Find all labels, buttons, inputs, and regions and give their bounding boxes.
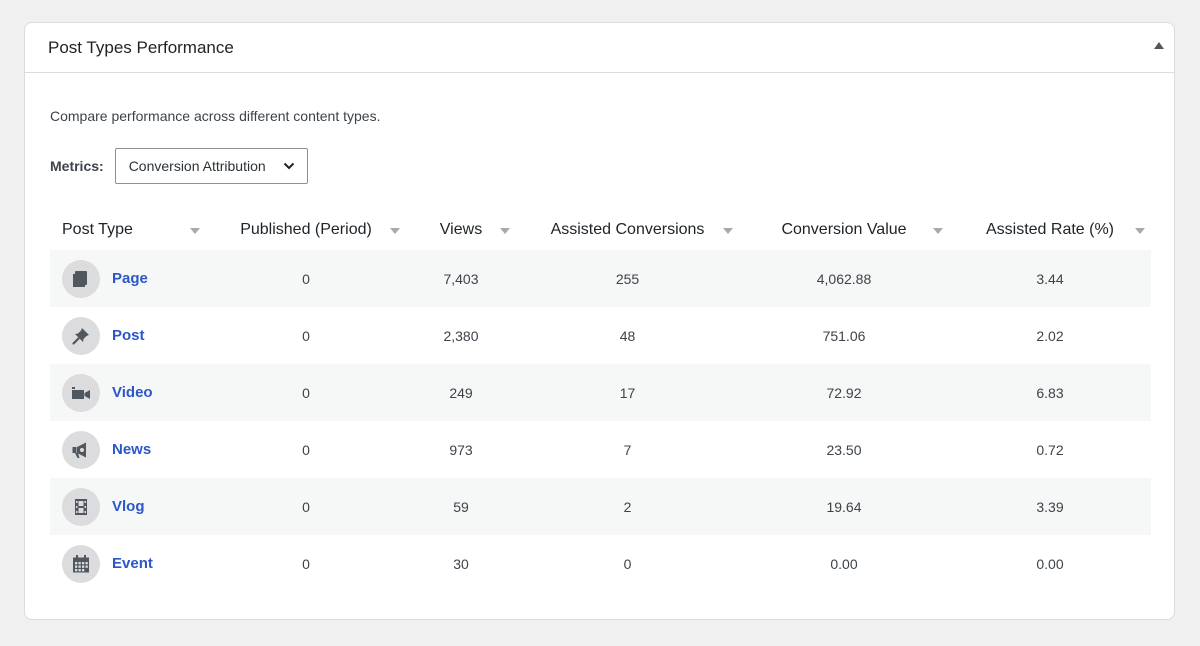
conversion-value-cell: 0.00 [830,555,858,572]
published-cell: 0 [206,250,406,307]
page-icon [62,259,100,298]
published-cell: 0 [206,364,406,421]
conversion-value-cell: 23.50 [826,441,862,458]
assisted-rate-cell: 0.00 [1036,555,1064,572]
published-cell: 0 [206,478,406,535]
table-row: Page 0 7,403 255 4,062.88 3.44 [50,250,1151,307]
assisted-rate-cell: 3.44 [949,250,1151,307]
assisted-rate-cell: 3.39 [949,478,1151,535]
sort-arrow-icon[interactable] [190,228,200,234]
post-type-link[interactable]: Post [112,327,145,344]
assisted-conversions-cell: 255 [516,250,739,307]
pin-icon [62,316,100,355]
views-cell: 7,403 [406,250,516,307]
column-header-assisted-conversions[interactable]: Assisted Conversions [516,210,739,250]
panel-description: Compare performance across different con… [50,108,381,124]
assisted-rate-cell: 2.02 [1036,327,1064,344]
sort-arrow-icon[interactable] [1135,228,1145,234]
assisted-rate-cell: 0.72 [1036,441,1064,458]
megaphone-icon [62,430,100,469]
panel-header: Post Types Performance [25,23,1174,73]
conversion-value-cell: 19.64 [739,478,949,535]
published-cell: 0 [302,555,310,572]
sort-arrow-icon[interactable] [933,228,943,234]
assisted-conversions-cell: 2 [516,478,739,535]
column-header-conversion-value[interactable]: Conversion Value [739,210,949,250]
views-cell: 30 [453,555,469,572]
column-header-views[interactable]: Views [406,210,516,250]
metrics-select[interactable]: Conversion Attribution [114,148,308,184]
chevron-down-icon [283,162,294,170]
column-header-post-type[interactable]: Post Type [50,210,206,250]
panel-title: Post Types Performance [48,37,234,57]
sort-arrow-icon[interactable] [390,228,400,234]
post-type-link[interactable]: Page [112,270,148,287]
post-types-table: Post Type Published (Period) Views Assis… [50,210,1151,592]
views-cell: 2,380 [443,327,479,344]
table-row: Event 0 30 0 0.00 0.00 [50,535,1151,592]
assisted-rate-cell: 6.83 [949,364,1151,421]
metrics-select-value: Conversion Attribution [128,158,266,174]
table-row: Vlog 0 59 2 19.64 3.39 [50,478,1151,535]
sort-arrow-icon[interactable] [723,228,733,234]
column-header-assisted-rate[interactable]: Assisted Rate (%) [949,210,1151,250]
table-header-row: Post Type Published (Period) Views Assis… [50,210,1151,250]
video-camera-icon [62,373,100,412]
post-types-performance-panel: Post Types Performance Compare performan… [24,22,1175,620]
views-cell: 249 [406,364,516,421]
published-cell: 0 [302,441,310,458]
views-cell: 973 [449,441,473,458]
assisted-conversions-cell: 48 [619,327,636,344]
metrics-row: Metrics: Conversion Attribution [50,148,308,184]
calendar-icon [62,544,100,583]
views-cell: 59 [406,478,516,535]
conversion-value-cell: 751.06 [822,327,866,344]
post-type-link[interactable]: Vlog [112,498,145,515]
published-cell: 0 [302,327,310,344]
collapse-toggle-icon[interactable] [1154,42,1164,49]
table-row: News 0 973 7 23.50 0.72 [50,421,1151,478]
conversion-value-cell: 4,062.88 [739,250,949,307]
film-strip-icon [62,487,100,526]
metrics-label: Metrics: [50,158,104,174]
post-type-link[interactable]: News [112,441,152,458]
assisted-conversions-cell: 17 [516,364,739,421]
column-header-published[interactable]: Published (Period) [206,210,406,250]
post-type-link[interactable]: Event [112,555,153,572]
table-row: Video 0 249 17 72.92 6.83 [50,364,1151,421]
assisted-conversions-cell: 0 [623,555,632,572]
post-type-link[interactable]: Video [112,384,153,401]
assisted-conversions-cell: 7 [623,441,632,458]
table-row: Post 0 2,380 48 751.06 2.02 [50,307,1151,364]
sort-arrow-icon[interactable] [500,228,510,234]
conversion-value-cell: 72.92 [739,364,949,421]
